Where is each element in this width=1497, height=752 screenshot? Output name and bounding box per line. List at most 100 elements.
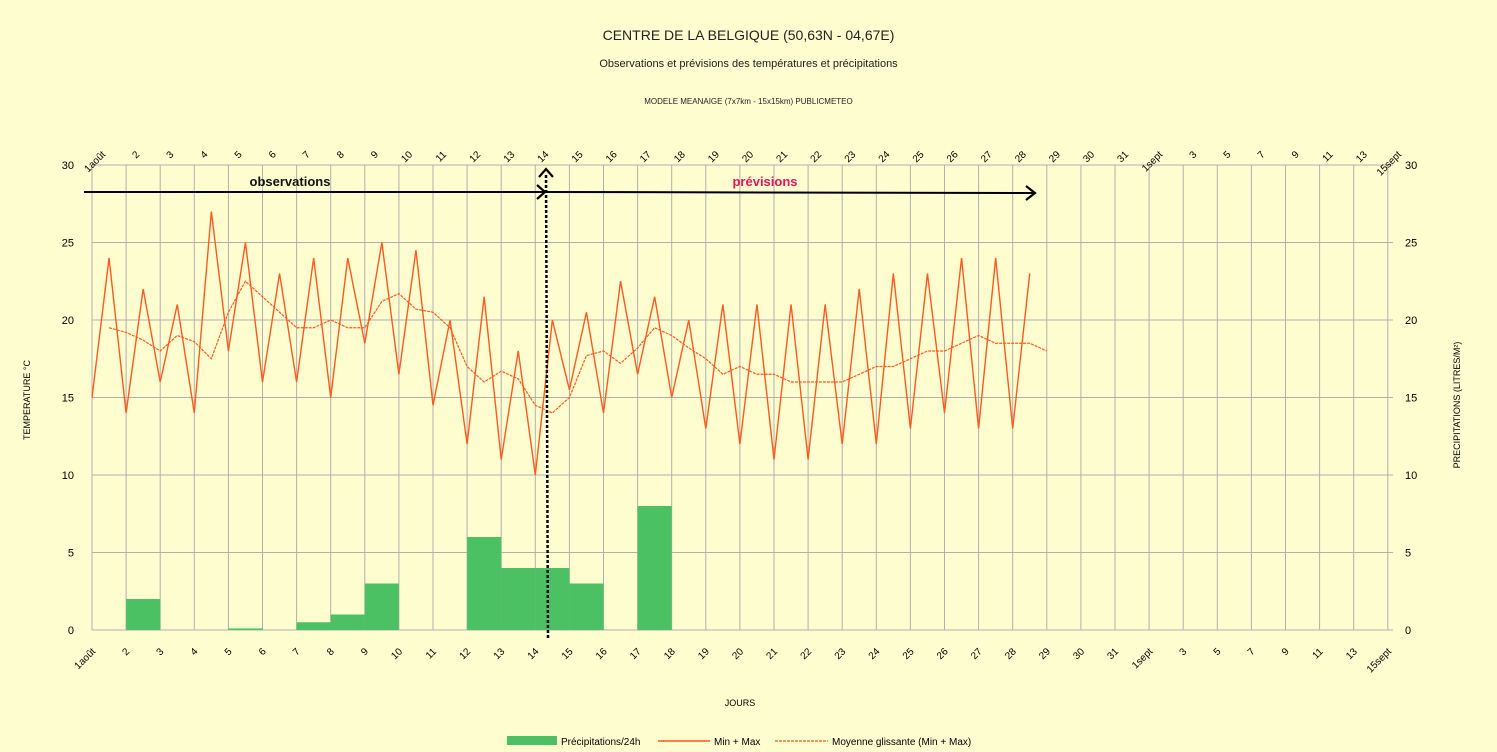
x-tick-label-top: 8 (335, 149, 347, 161)
x-tick-label-bottom: 8 (325, 646, 337, 658)
x-tick-label-bottom: 26 (935, 646, 951, 662)
today-divider-line (544, 174, 550, 641)
y-tick-label-left: 0 (68, 625, 74, 637)
x-tick-label-bottom: 19 (696, 646, 712, 662)
precip-bar (569, 583, 604, 630)
y-tick-label-right: 15 (1405, 393, 1417, 405)
x-tick-label-bottom: 22 (799, 646, 815, 662)
x-tick-label-bottom: 4 (189, 646, 201, 658)
x-tick-label-top: 2 (131, 149, 143, 161)
x-tick-label-bottom: 23 (833, 646, 849, 662)
y-tick-label-left: 30 (62, 160, 74, 172)
x-tick-label-bottom: 24 (867, 646, 883, 662)
x-tick-label-top: 16 (604, 149, 620, 165)
precip-bar (126, 599, 161, 630)
y-tick-label-left: 5 (68, 548, 74, 560)
y-tick-label-left: 25 (62, 238, 74, 250)
precip-bar (364, 583, 399, 630)
x-tick-label-bottom: 10 (389, 646, 405, 662)
y-tick-label-left: 10 (62, 470, 74, 482)
x-tick-label-bottom: 7 (291, 646, 303, 658)
y-tick-label-left: 15 (62, 393, 74, 405)
x-tick-label-bottom: 2 (121, 646, 133, 658)
legend-precip-label: Précipitations/24h (561, 737, 641, 748)
x-tick-label-top: 3 (165, 149, 177, 161)
y-tick-label-right: 0 (1405, 625, 1411, 637)
x-tick-label-top: 19 (706, 149, 722, 165)
x-tick-label-bottom: 7 (1246, 646, 1258, 658)
y-tick-label-right: 20 (1405, 315, 1417, 327)
x-tick-label-top: 4 (199, 149, 211, 161)
x-tick-label-top: 28 (1013, 149, 1029, 165)
x-tick-label-bottom: 29 (1037, 646, 1053, 662)
today-divider-arrowhead (538, 167, 554, 178)
legend-precip-swatch (507, 736, 557, 745)
x-tick-label-bottom: 11 (1311, 646, 1326, 661)
x-tick-label-bottom: 21 (764, 646, 780, 662)
x-tick-label-top: 9 (1290, 149, 1302, 161)
y-tick-label-left: 20 (62, 315, 74, 327)
x-tick-label-bottom: 17 (628, 646, 644, 662)
x-tick-label-top: 30 (1081, 149, 1097, 165)
x-tick-label-bottom: 12 (458, 646, 474, 662)
x-tick-label-top: 9 (369, 149, 381, 161)
forecast-label: prévisions (732, 174, 797, 189)
y-axis-label-left: TEMPERATURE °C (22, 360, 32, 440)
x-tick-label-top: 7 (301, 149, 313, 161)
x-tick-label-top: 25 (911, 149, 927, 165)
x-tick-label-top: 17 (638, 149, 654, 165)
x-tick-label-top: 15sept (1375, 149, 1404, 178)
x-tick-label-bottom: 14 (526, 646, 542, 662)
x-tick-label-bottom: 25 (901, 646, 917, 662)
chart-title: CENTRE DE LA BELGIQUE (50,63N - 04,67E) (602, 27, 895, 43)
precip-bar (296, 622, 331, 630)
x-tick-label-top: 21 (774, 149, 790, 165)
x-tick-label-bottom: 15 (560, 646, 576, 662)
precip-bar (535, 568, 570, 630)
y-tick-label-right: 30 (1405, 160, 1417, 172)
x-tick-label-top: 27 (979, 149, 995, 165)
y-tick-label-right: 5 (1405, 548, 1411, 560)
forecast-arrowhead (1025, 185, 1037, 201)
x-tick-label-top: 5 (233, 149, 245, 161)
x-tick-label-bottom: 5 (223, 646, 235, 658)
precip-bar (228, 628, 263, 630)
x-tick-label-bottom: 18 (662, 646, 678, 662)
model-label: MODELE MEANAIGE (7x7km - 15x15km) PUBLIC… (644, 97, 853, 106)
x-tick-label-top: 5 (1222, 149, 1234, 161)
x-tick-label-bottom: 16 (594, 646, 610, 662)
moving-average-line (108, 280, 1048, 414)
x-tick-label-bottom: 11 (424, 646, 439, 661)
x-tick-label-top: 1août (83, 149, 109, 175)
y-tick-label-right: 25 (1405, 238, 1417, 250)
precip-bar (330, 614, 365, 630)
x-tick-label-top: 22 (809, 149, 825, 165)
x-tick-label-top: 11 (434, 149, 449, 164)
precip-bar (467, 537, 502, 630)
legend-moyenne-label: Moyenne glissante (Min + Max) (832, 737, 971, 748)
y-axis-label-right: PRECIPITATIONS (LITRES/M²) (1452, 342, 1462, 469)
x-tick-label-top: 12 (468, 149, 484, 165)
x-tick-label-top: 10 (399, 149, 415, 165)
x-axis-label: JOURS (725, 698, 756, 708)
x-tick-label-top: 14 (536, 149, 552, 165)
x-tick-label-bottom: 15sept (1365, 646, 1394, 675)
x-tick-label-top: 29 (1047, 149, 1063, 165)
x-tick-label-bottom: 5 (1212, 646, 1224, 658)
x-tick-label-top: 24 (877, 149, 893, 165)
x-tick-label-bottom: 27 (969, 646, 985, 662)
x-tick-label-bottom: 13 (1344, 646, 1360, 662)
x-tick-label-top: 7 (1256, 149, 1268, 161)
y-tick-label-right: 10 (1405, 470, 1417, 482)
x-tick-label-top: 3 (1188, 149, 1200, 161)
x-tick-label-bottom: 1août (73, 646, 99, 672)
precip-bar (501, 568, 536, 630)
x-tick-label-top: 13 (502, 149, 518, 165)
x-tick-label-bottom: 9 (359, 646, 371, 658)
x-tick-label-bottom: 30 (1071, 646, 1087, 662)
precip-bar (637, 506, 672, 630)
x-tick-label-top: 23 (843, 149, 859, 165)
x-tick-label-top: 11 (1321, 149, 1336, 164)
legend-minmax-label: Min + Max (714, 737, 760, 748)
